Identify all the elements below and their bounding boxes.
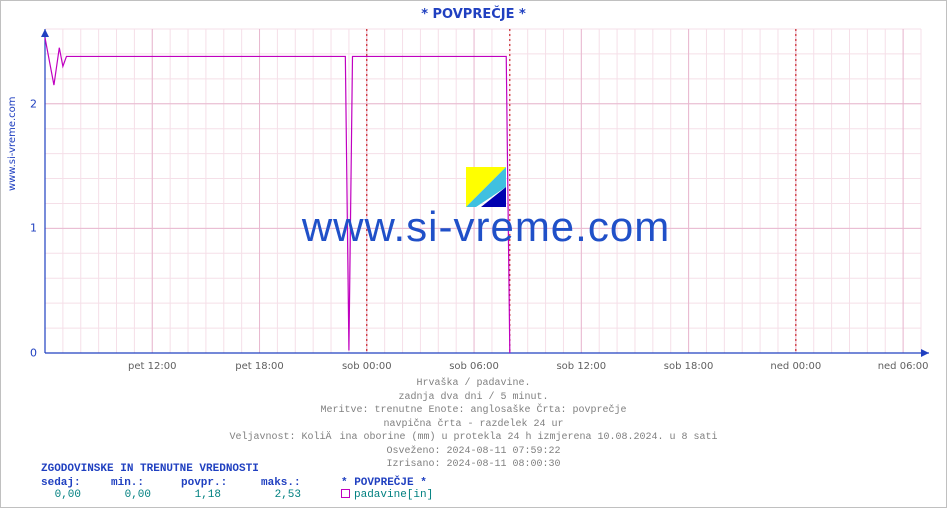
value-maks: 2,53 [261, 489, 341, 501]
caption-line-2: zadnja dva dni / 5 minut. [1, 391, 946, 405]
x-tick-label: ned 06:00 [878, 361, 929, 372]
stats-header-row: sedaj: min.: povpr.: maks.: * POVPREČJE … [41, 477, 433, 489]
value-legend: padavine[in] [341, 489, 433, 501]
caption-line-6: Osveženo: 2024-08-11 07:59:22 [1, 445, 946, 459]
caption-line-4: navpična črta - razdelek 24 ur [1, 418, 946, 432]
chart-captions: Hrvaška / padavine. zadnja dva dni / 5 m… [1, 377, 946, 472]
header-maks: maks.: [261, 477, 341, 489]
y-tick-label: 0 [7, 347, 37, 360]
header-legend: * POVPREČJE * [341, 477, 427, 489]
y-axis-label: www.si-vreme.com [7, 96, 18, 191]
header-povpr: povpr.: [181, 477, 261, 489]
value-sedaj: 0,00 [41, 489, 111, 501]
x-tick-label: pet 18:00 [235, 361, 283, 372]
caption-line-1: Hrvaška / padavine. [1, 377, 946, 391]
header-min: min.: [111, 477, 181, 489]
chart-plot-area: www.si-vreme.com [41, 27, 931, 357]
legend-swatch-icon [341, 489, 350, 498]
stats-value-row: 0,00 0,00 1,18 2,53 padavine[in] [41, 489, 433, 501]
value-min: 0,00 [111, 489, 181, 501]
x-tick-label: pet 12:00 [128, 361, 176, 372]
x-tick-label: sob 18:00 [664, 361, 714, 372]
caption-line-5: Veljavnost: KoliÄina oborine (mm) u pro… [1, 431, 946, 445]
x-tick-label: sob 00:00 [342, 361, 392, 372]
chart-title: * POVPREČJE * [1, 7, 946, 22]
watermark-logo [466, 167, 506, 207]
header-sedaj: sedaj: [41, 477, 111, 489]
caption-line-3: Meritve: trenutne Enote: anglosaške Črta… [1, 404, 946, 418]
value-povpr: 1,18 [181, 489, 261, 501]
y-tick-label: 1 [7, 222, 37, 235]
x-tick-label: sob 06:00 [449, 361, 499, 372]
stats-footer: ZGODOVINSKE IN TRENUTNE VREDNOSTI sedaj:… [41, 463, 433, 501]
x-tick-label: sob 12:00 [556, 361, 606, 372]
stats-title: ZGODOVINSKE IN TRENUTNE VREDNOSTI [41, 463, 433, 475]
x-tick-label: ned 00:00 [770, 361, 821, 372]
legend-text: padavine[in] [354, 489, 433, 501]
y-tick-label: 2 [7, 97, 37, 110]
